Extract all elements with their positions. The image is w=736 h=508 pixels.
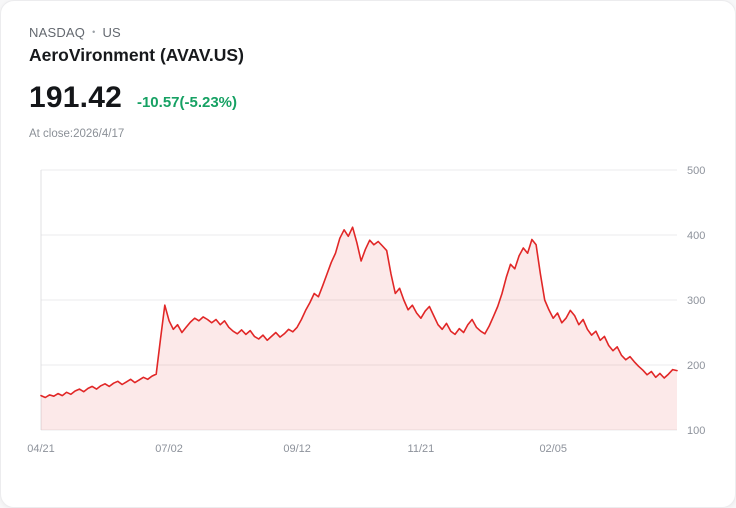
x-axis-label-02/05: 02/05 <box>539 443 567 455</box>
y-axis-label-500: 500 <box>687 165 705 177</box>
region-label: US <box>102 25 121 40</box>
as-of-close-label: At close:2026/4/17 <box>29 128 125 140</box>
x-axis-label-07/02: 07/02 <box>155 443 183 455</box>
x-axis-label-09/12: 09/12 <box>283 443 311 455</box>
price-row: 191.42 -10.57(-5.23%) <box>29 81 707 115</box>
y-axis-label-200: 200 <box>687 360 705 372</box>
price-line <box>40 226 678 399</box>
quote-header: NASDAQ • US AeroVironment (AVAV.US) 191.… <box>1 1 735 140</box>
y-axis-label-100: 100 <box>687 425 705 437</box>
x-axis-label-04/21: 04/21 <box>27 443 55 455</box>
price-chart[interactable]: 100 200 300 400 500 04/21 07/02 09/12 11/21 02/05 <box>27 164 709 462</box>
x-axis-label-11/21: 11/21 <box>408 443 435 455</box>
exchange-label: NASDAQ <box>29 25 86 40</box>
company-name: AeroVironment (AVAV.US) <box>29 45 244 65</box>
price-value: 191.42 <box>29 81 122 114</box>
price-chart-canvas[interactable]: 100 200 300 400 500 04/21 07/02 09/12 11/21 02/05 <box>27 164 711 462</box>
y-axis-label-300: 300 <box>687 295 705 307</box>
exchange-row: NASDAQ • US <box>29 25 707 40</box>
price-area-fill <box>41 227 677 430</box>
separator-dot-icon: • <box>92 26 96 37</box>
y-axis-label-400: 400 <box>687 230 705 242</box>
price-change: -10.57(-5.23%) <box>136 94 238 111</box>
